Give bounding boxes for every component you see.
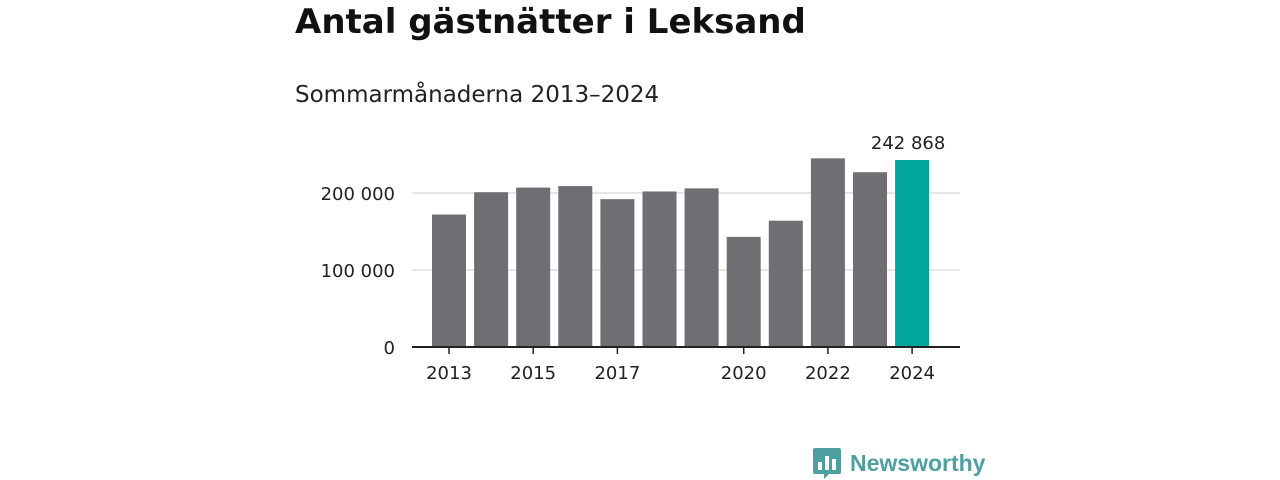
x-tick-label: 2015 bbox=[510, 363, 556, 384]
chart-title: Antal gästnätter i Leksand bbox=[295, 2, 806, 42]
bar-2021 bbox=[768, 220, 803, 347]
bar-2020 bbox=[726, 236, 761, 347]
bar-2023 bbox=[853, 172, 887, 347]
bar-2019 bbox=[684, 188, 719, 347]
bar-2016 bbox=[558, 186, 593, 347]
x-tick-label: 2013 bbox=[426, 363, 472, 384]
y-tick-label: 0 bbox=[384, 338, 395, 359]
bar-2024 bbox=[895, 159, 930, 347]
chart-subtitle: Sommarmånaderna 2013–2024 bbox=[295, 82, 660, 108]
bar-2022 bbox=[810, 158, 845, 347]
brand-name: Newsworthy bbox=[850, 450, 986, 476]
bar-2018 bbox=[642, 191, 677, 347]
bar-2015 bbox=[516, 187, 551, 347]
y-tick-label: 200 000 bbox=[321, 184, 395, 205]
y-tick-label: 100 000 bbox=[321, 261, 395, 282]
bar-2013 bbox=[432, 214, 466, 347]
x-tick-label: 2022 bbox=[805, 363, 851, 384]
x-tick-label: 2024 bbox=[889, 363, 935, 384]
bar-2014 bbox=[474, 192, 509, 347]
data-label: 242 868 bbox=[871, 133, 945, 154]
x-tick-label: 2017 bbox=[594, 363, 640, 384]
bar-2017 bbox=[600, 199, 635, 347]
x-tick-label: 2020 bbox=[721, 363, 767, 384]
brand-logo: Newsworthy bbox=[812, 446, 985, 480]
newsworthy-bar-chart-bubble-icon bbox=[813, 448, 841, 479]
